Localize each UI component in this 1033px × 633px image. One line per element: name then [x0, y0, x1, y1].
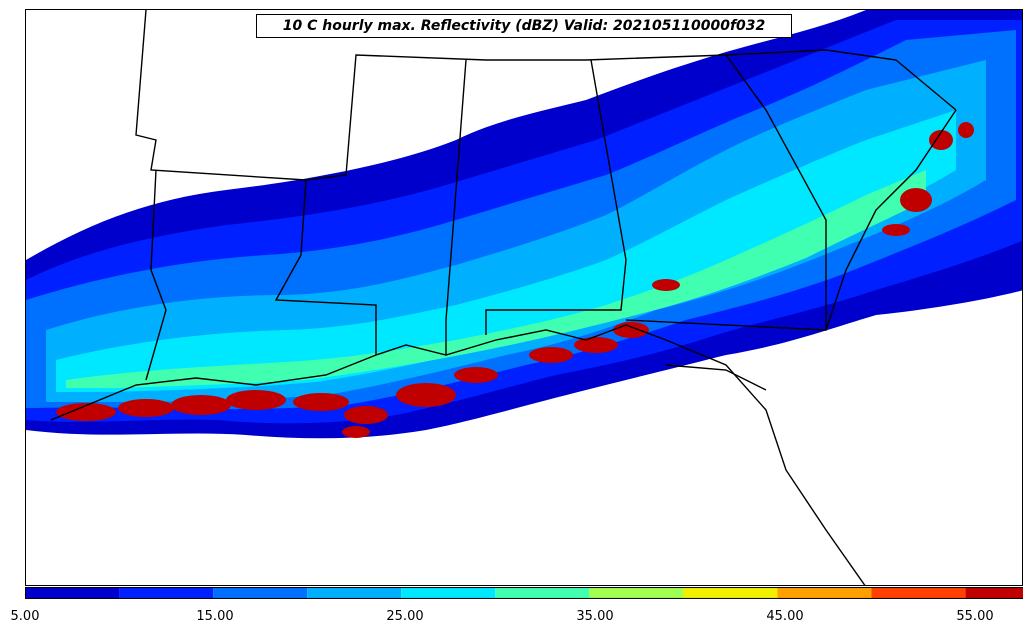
colorbar [25, 587, 1023, 599]
map-panel [25, 9, 1023, 586]
colorbar-tick-label: 15.00 [196, 609, 234, 624]
colorbar-segment [495, 587, 590, 599]
colorbar-segment [213, 587, 308, 599]
reflectivity-map [26, 10, 1022, 585]
colorbar-tick-label: 45.00 [766, 609, 804, 624]
colorbar-segment [965, 587, 1023, 599]
colorbar-segment [119, 587, 214, 599]
colorbar-tick-label: 55.00 [956, 609, 994, 624]
state-boundaries [50, 10, 957, 585]
colorbar-tick-label: 25.00 [386, 609, 424, 624]
colorbar-segment [871, 587, 966, 599]
reflectivity-shield-cyan [46, 60, 986, 402]
colorbar-segment [307, 587, 402, 599]
heavy-cells [56, 122, 974, 438]
colorbar-tick-label: 35.00 [576, 609, 614, 624]
colorbar-segment [589, 587, 684, 599]
colorbar-segment [683, 587, 778, 599]
colorbar-segment [25, 587, 120, 599]
colorbar-segment [777, 587, 872, 599]
colorbar-segment [401, 587, 496, 599]
map-title: 10 C hourly max. Reflectivity (dBZ) Vali… [256, 14, 792, 38]
reflectivity-shield-green [66, 170, 926, 388]
colorbar-tick-label: 5.00 [10, 609, 40, 624]
